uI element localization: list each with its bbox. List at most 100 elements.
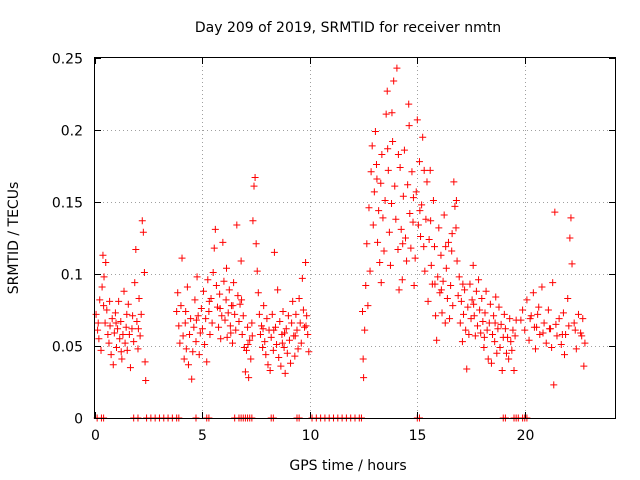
data-point: [508, 346, 516, 354]
data-point: [102, 258, 110, 266]
data-point: [128, 325, 136, 333]
data-point: [105, 339, 113, 347]
data-point: [424, 297, 432, 305]
data-point: [120, 287, 128, 295]
data-point: [359, 355, 367, 363]
data-point: [241, 368, 249, 376]
data-point: [363, 240, 371, 248]
data-point: [570, 319, 578, 327]
data-point: [379, 214, 387, 222]
x-tick-label: 20: [517, 428, 535, 444]
data-point: [95, 335, 103, 343]
data-point: [134, 325, 142, 333]
data-point: [555, 315, 563, 323]
data-point: [507, 338, 515, 346]
data-point: [494, 325, 502, 333]
plot-frame: [94, 57, 616, 419]
data-point: [479, 318, 487, 326]
data-point: [364, 302, 372, 310]
x-tick-label: 5: [198, 428, 207, 444]
data-point: [204, 276, 212, 284]
data-point: [478, 294, 486, 302]
data-point: [249, 217, 257, 225]
data-point: [176, 339, 184, 347]
data-point: [389, 138, 397, 146]
data-point: [440, 211, 448, 219]
data-point: [200, 287, 208, 295]
data-point: [252, 240, 260, 248]
data-point: [399, 192, 407, 200]
data-point: [216, 305, 224, 313]
data-point: [412, 188, 420, 196]
data-point: [179, 332, 187, 340]
data-point: [531, 345, 539, 353]
data-point: [141, 358, 149, 366]
data-point: [294, 345, 302, 353]
data-point: [472, 287, 480, 295]
data-point: [362, 282, 370, 290]
data-point: [502, 349, 510, 357]
data-point: [226, 322, 234, 330]
data-point: [221, 316, 229, 324]
data-point: [398, 276, 406, 284]
data-point: [108, 315, 116, 323]
data-point: [533, 323, 541, 331]
data-point: [491, 338, 499, 346]
data-point: [137, 310, 145, 318]
data-point: [457, 297, 465, 305]
data-point: [450, 178, 458, 186]
data-point: [521, 326, 529, 334]
data-point: [420, 243, 428, 251]
data-point: [420, 166, 428, 174]
data-point: [381, 197, 389, 205]
data-point: [267, 333, 275, 341]
data-point: [442, 264, 450, 272]
data-point: [437, 251, 445, 259]
data-point: [274, 286, 282, 294]
data-point: [198, 325, 206, 333]
data-point: [129, 312, 137, 320]
data-point: [106, 297, 114, 305]
data-point: [399, 240, 407, 248]
data-point: [486, 300, 494, 308]
data-point: [447, 282, 455, 290]
data-point: [484, 355, 492, 363]
data-point: [495, 303, 503, 311]
data-point: [122, 323, 130, 331]
data-point: [281, 329, 289, 337]
data-point: [529, 289, 537, 297]
data-point: [223, 264, 231, 272]
data-point: [405, 122, 413, 130]
y-tick-label: 0.25: [52, 52, 83, 68]
data-point: [253, 267, 261, 275]
data-point: [572, 345, 580, 353]
data-point: [388, 199, 396, 207]
data-point: [94, 319, 102, 327]
data-point: [446, 315, 454, 323]
data-point: [92, 310, 100, 318]
data-point: [539, 329, 547, 337]
x-tick-label: 10: [302, 428, 320, 444]
data-point: [178, 254, 186, 262]
data-point: [279, 307, 287, 315]
data-point: [407, 244, 415, 252]
data-points: [92, 64, 589, 422]
data-point: [266, 366, 274, 374]
data-point: [401, 234, 409, 242]
data-point: [234, 292, 242, 300]
data-point: [98, 283, 106, 291]
data-point: [260, 302, 268, 310]
data-point: [229, 339, 237, 347]
data-point: [232, 326, 240, 334]
data-point: [206, 330, 214, 338]
data-point: [501, 325, 509, 333]
data-point: [550, 381, 558, 389]
data-point: [565, 322, 573, 330]
data-point: [544, 306, 552, 314]
data-point: [489, 330, 497, 338]
data-point: [202, 315, 210, 323]
data-point: [435, 224, 443, 232]
data-point: [403, 257, 411, 265]
data-point: [112, 343, 120, 351]
